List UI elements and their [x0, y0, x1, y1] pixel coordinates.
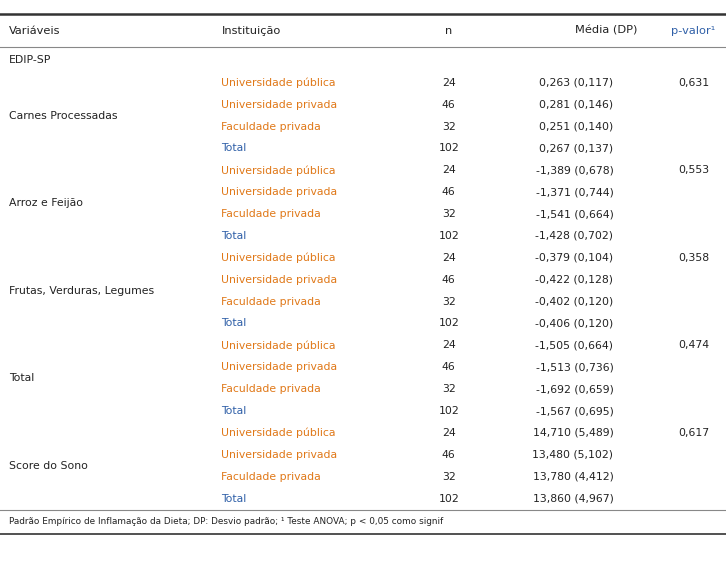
Text: Universidade privada: Universidade privada	[221, 274, 338, 285]
Text: 102: 102	[439, 493, 459, 504]
Text: Faculdade privada: Faculdade privada	[221, 122, 321, 131]
Text: 24: 24	[442, 253, 455, 263]
Text: 46: 46	[442, 187, 455, 197]
Text: -1,371 (0,744): -1,371 (0,744)	[536, 187, 613, 197]
Text: 0,267 (0,137): 0,267 (0,137)	[539, 144, 613, 153]
Text: Total: Total	[221, 493, 247, 504]
Text: Faculdade privada: Faculdade privada	[221, 472, 321, 482]
Text: 13,780 (4,412): 13,780 (4,412)	[533, 472, 613, 482]
Text: Instituição: Instituição	[221, 25, 281, 36]
Text: 0,251 (0,140): 0,251 (0,140)	[539, 122, 613, 131]
Text: 24: 24	[442, 78, 455, 88]
Text: Universidade pública: Universidade pública	[221, 252, 336, 263]
Text: p-valor¹: p-valor¹	[672, 25, 715, 36]
Text: 24: 24	[442, 165, 455, 175]
Text: -1,505 (0,664): -1,505 (0,664)	[536, 340, 613, 350]
Text: 13,480 (5,102): 13,480 (5,102)	[532, 450, 613, 460]
Text: Universidade privada: Universidade privada	[221, 187, 338, 197]
Text: 102: 102	[439, 231, 459, 241]
Text: -1,541 (0,664): -1,541 (0,664)	[536, 209, 613, 219]
Text: Total: Total	[221, 231, 247, 241]
Text: Frutas, Verduras, Legumes: Frutas, Verduras, Legumes	[9, 285, 154, 296]
Text: Faculdade privada: Faculdade privada	[221, 296, 321, 307]
Text: -1,513 (0,736): -1,513 (0,736)	[536, 362, 613, 372]
Text: -1,567 (0,695): -1,567 (0,695)	[536, 406, 613, 416]
Text: Padrão Empírico de Inflamação da Dieta; DP: Desvio padrão; ¹ Teste ANOVA; p < 0,: Padrão Empírico de Inflamação da Dieta; …	[9, 517, 443, 526]
Text: Universidade pública: Universidade pública	[221, 340, 336, 351]
Text: 0,617: 0,617	[678, 428, 709, 438]
Text: -1,428 (0,702): -1,428 (0,702)	[536, 231, 613, 241]
Text: Score do Sono: Score do Sono	[9, 461, 88, 471]
Text: 24: 24	[442, 340, 455, 350]
Text: Média (DP): Média (DP)	[575, 25, 637, 36]
Text: Total: Total	[221, 144, 247, 153]
Text: -1,389 (0,678): -1,389 (0,678)	[536, 165, 613, 175]
Text: 32: 32	[442, 296, 455, 307]
Text: -0,406 (0,120): -0,406 (0,120)	[535, 318, 613, 328]
Text: -0,402 (0,120): -0,402 (0,120)	[535, 296, 613, 307]
Text: 0,263 (0,117): 0,263 (0,117)	[539, 78, 613, 88]
Text: 46: 46	[442, 450, 455, 460]
Text: n: n	[445, 25, 452, 36]
Text: Universidade privada: Universidade privada	[221, 100, 338, 109]
Text: Faculdade privada: Faculdade privada	[221, 384, 321, 394]
Text: 0,474: 0,474	[678, 340, 709, 350]
Text: 0,631: 0,631	[678, 78, 709, 88]
Text: Faculdade privada: Faculdade privada	[221, 209, 321, 219]
Text: 46: 46	[442, 100, 455, 109]
Text: Universidade pública: Universidade pública	[221, 165, 336, 175]
Text: -1,692 (0,659): -1,692 (0,659)	[536, 384, 613, 394]
Text: Universidade privada: Universidade privada	[221, 450, 338, 460]
Text: -0,379 (0,104): -0,379 (0,104)	[535, 253, 613, 263]
Text: 24: 24	[442, 428, 455, 438]
Text: 0,358: 0,358	[678, 253, 709, 263]
Text: 32: 32	[442, 122, 455, 131]
Text: Total: Total	[9, 373, 34, 383]
Text: Variáveis: Variáveis	[9, 25, 60, 36]
Text: Universidade pública: Universidade pública	[221, 78, 336, 88]
Text: 0,553: 0,553	[678, 165, 709, 175]
Text: Total: Total	[221, 406, 247, 416]
Text: 46: 46	[442, 362, 455, 372]
Text: 32: 32	[442, 384, 455, 394]
Text: 102: 102	[439, 318, 459, 328]
Text: 0,281 (0,146): 0,281 (0,146)	[539, 100, 613, 109]
Text: 13,860 (4,967): 13,860 (4,967)	[533, 493, 613, 504]
Text: Carnes Processadas: Carnes Processadas	[9, 111, 117, 120]
Text: Arroz e Feijão: Arroz e Feijão	[9, 198, 83, 208]
Text: 14,710 (5,489): 14,710 (5,489)	[533, 428, 613, 438]
Text: 32: 32	[442, 209, 455, 219]
Text: -0,422 (0,128): -0,422 (0,128)	[536, 274, 613, 285]
Text: 46: 46	[442, 274, 455, 285]
Text: Total: Total	[221, 318, 247, 328]
Text: Universidade privada: Universidade privada	[221, 362, 338, 372]
Text: EDIP-SP: EDIP-SP	[9, 54, 51, 65]
Text: 102: 102	[439, 144, 459, 153]
Text: 102: 102	[439, 406, 459, 416]
Text: 32: 32	[442, 472, 455, 482]
Text: Universidade pública: Universidade pública	[221, 428, 336, 438]
